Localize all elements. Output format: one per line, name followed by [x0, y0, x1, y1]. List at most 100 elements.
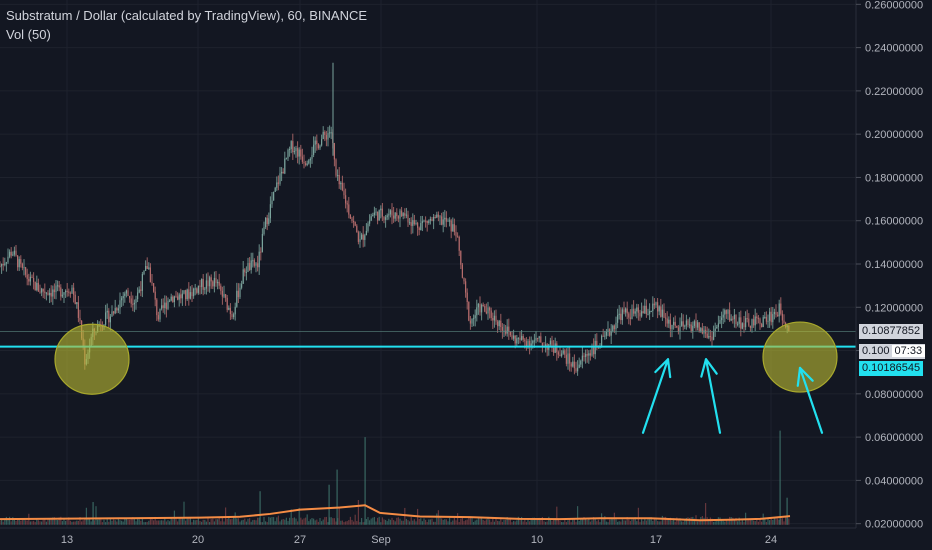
candle-body — [684, 325, 686, 327]
candle-body — [465, 281, 467, 293]
volume-bar — [265, 521, 267, 525]
candle-body — [719, 320, 721, 324]
candle-body — [553, 347, 555, 353]
candle-body — [698, 322, 700, 332]
candle-body — [199, 285, 201, 287]
volume-bar — [625, 520, 627, 525]
volume-bar — [263, 516, 265, 525]
candle-body — [2, 264, 4, 266]
volume-bar — [442, 519, 444, 525]
annotation-arrow-head — [700, 358, 718, 378]
candle-body — [17, 255, 19, 268]
volume-bar — [637, 507, 639, 525]
annotations[interactable] — [54, 321, 838, 434]
annotation-arrow-shaft — [641, 358, 670, 434]
volume-bar — [474, 520, 476, 525]
volume-bar — [746, 520, 748, 525]
volume-bar — [484, 520, 486, 525]
volume-bar — [53, 517, 55, 525]
candle-body — [161, 305, 163, 309]
candle-body — [618, 313, 620, 315]
volume-bar — [530, 519, 532, 525]
volume-bar — [412, 520, 414, 525]
candle-body — [453, 224, 455, 232]
volume-bar — [577, 506, 579, 525]
candle-body — [639, 312, 641, 317]
candle-body — [644, 305, 646, 314]
candle-body — [349, 214, 351, 219]
volume-bar — [644, 518, 646, 525]
candle-body — [364, 235, 366, 240]
volume-bar — [433, 521, 435, 525]
volume-ma-line — [0, 504, 791, 522]
y-tick-label: 0.18000000 — [865, 172, 923, 184]
chart-title: Substratum / Dollar (calculated by Tradi… — [6, 8, 368, 23]
candle-body — [113, 311, 115, 314]
candle-body — [629, 317, 631, 319]
volume-bar — [316, 519, 318, 525]
candle-body — [445, 217, 447, 222]
candle-body — [498, 320, 500, 327]
candle-body — [410, 222, 412, 226]
volume-bar — [82, 520, 84, 525]
candle-body — [727, 310, 729, 314]
candle-body — [223, 294, 225, 297]
volume-bar — [633, 517, 635, 525]
candle-body — [637, 307, 639, 313]
candle-body — [492, 318, 494, 321]
candle-body — [477, 303, 479, 308]
volume-bar — [249, 518, 251, 525]
volume-bar — [570, 522, 572, 525]
volume-bar — [522, 521, 524, 525]
volume-bar — [49, 519, 51, 525]
volume-bar — [588, 517, 590, 525]
volume-bar — [380, 522, 382, 525]
volume-bar — [754, 521, 756, 525]
volume-bar — [388, 518, 390, 525]
candle-body — [378, 210, 380, 221]
volume-bar — [4, 519, 6, 525]
volume-bar — [58, 517, 60, 525]
candle-body — [439, 216, 441, 218]
volume-bar — [567, 520, 569, 525]
volume-bar — [735, 517, 737, 525]
volume-bar — [765, 522, 767, 525]
volume-bar — [492, 517, 494, 525]
volume-bar — [681, 521, 683, 525]
candle-body — [301, 156, 303, 162]
volume-bar — [178, 518, 180, 525]
volume-bar — [108, 521, 110, 525]
volume-bar — [529, 521, 531, 525]
volume-bar — [81, 521, 83, 525]
candle-body — [783, 320, 785, 323]
volume-bar — [575, 521, 577, 525]
x-tick-label: 20 — [192, 534, 204, 546]
volume-bar — [469, 517, 471, 525]
volume-bar — [116, 521, 118, 525]
volume-bar — [521, 516, 523, 525]
candle-body — [713, 331, 715, 340]
candle-body — [452, 224, 454, 232]
volume-bar — [247, 518, 249, 525]
volume-bar — [87, 519, 89, 525]
volume-bar — [71, 521, 73, 525]
volume-bar — [476, 519, 478, 525]
volume-bar — [106, 519, 108, 525]
volume-bar — [332, 518, 334, 525]
volume-spike — [328, 484, 330, 525]
volume-bar — [770, 517, 772, 525]
volume-bar — [287, 521, 289, 525]
volume-bar — [548, 516, 550, 525]
candle-body — [570, 363, 572, 367]
volume-bar — [737, 521, 739, 525]
volume-bar — [29, 521, 31, 525]
volume-bar — [729, 516, 731, 525]
candle-body — [69, 292, 71, 294]
volume-bar — [732, 517, 734, 525]
candle-body — [53, 289, 55, 293]
candle-body — [356, 225, 358, 233]
volume-bar — [772, 519, 774, 525]
volume-bar — [172, 518, 174, 525]
x-tick-label: 17 — [650, 534, 662, 546]
